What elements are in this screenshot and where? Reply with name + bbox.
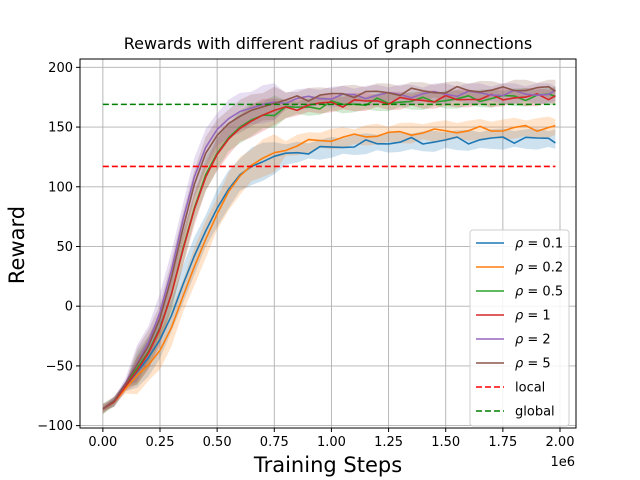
- plot-frame: [79, 58, 577, 429]
- x-offset-label: 1e6: [550, 455, 575, 470]
- legend-label: local: [515, 381, 545, 396]
- legend-label: ρ = 0.1: [515, 237, 563, 252]
- y-tick-label: 50: [56, 240, 73, 255]
- y-tick-label: 0: [65, 300, 73, 315]
- x-tick-label: 1.75: [488, 435, 517, 450]
- legend-label: ρ = 1: [515, 309, 551, 324]
- x-tick-label: 0.00: [88, 435, 117, 450]
- x-tick-label: 0.25: [146, 435, 175, 450]
- series-line: [102, 89, 556, 410]
- series-line: [102, 93, 556, 410]
- series-band: [102, 86, 556, 414]
- x-tick-label: 1.50: [431, 435, 460, 450]
- y-axis-label: Reward: [5, 206, 29, 284]
- x-tick-label: 1.00: [317, 435, 346, 450]
- series-line: [102, 124, 556, 410]
- y-tick-label: 150: [48, 121, 73, 136]
- legend-label: ρ = 2: [515, 333, 551, 348]
- axis-ticks: 0.00 0.25 0.50 0.75 1.00 1.25 1.50 1.75 2.00 −100…: [37, 61, 574, 450]
- legend-label: ρ = 5: [515, 357, 551, 372]
- legend-label: ρ = 0.5: [515, 285, 563, 300]
- y-tick-label: −100: [37, 419, 73, 434]
- x-tick-label: 0.75: [260, 435, 289, 450]
- legend: ρ = 0.1 ρ = 0.2 ρ = 0.5 ρ = 1 ρ = 2 ρ = 5 loca…: [469, 229, 570, 427]
- x-tick-label: 2.00: [546, 435, 575, 450]
- series-band: [102, 116, 556, 414]
- series-band: [102, 128, 556, 411]
- series-band: [102, 87, 556, 412]
- y-tick-label: 200: [48, 61, 73, 76]
- x-tick-label: 1.25: [374, 435, 403, 450]
- legend-box: [469, 229, 570, 427]
- chart-title: Rewards with different radius of graph c…: [124, 34, 533, 53]
- y-tick-label: −50: [46, 359, 73, 374]
- series-lines: [102, 85, 556, 410]
- legend-label: ρ = 0.2: [515, 261, 563, 276]
- reference-lines: [102, 103, 556, 168]
- x-tick-label: 0.50: [203, 435, 232, 450]
- x-axis-label: Training Steps: [253, 453, 402, 477]
- variance-bands: [102, 79, 556, 415]
- y-tick-label: 100: [48, 180, 73, 195]
- legend-label: global: [515, 405, 555, 420]
- series-line: [102, 85, 556, 410]
- series-line: [102, 136, 556, 410]
